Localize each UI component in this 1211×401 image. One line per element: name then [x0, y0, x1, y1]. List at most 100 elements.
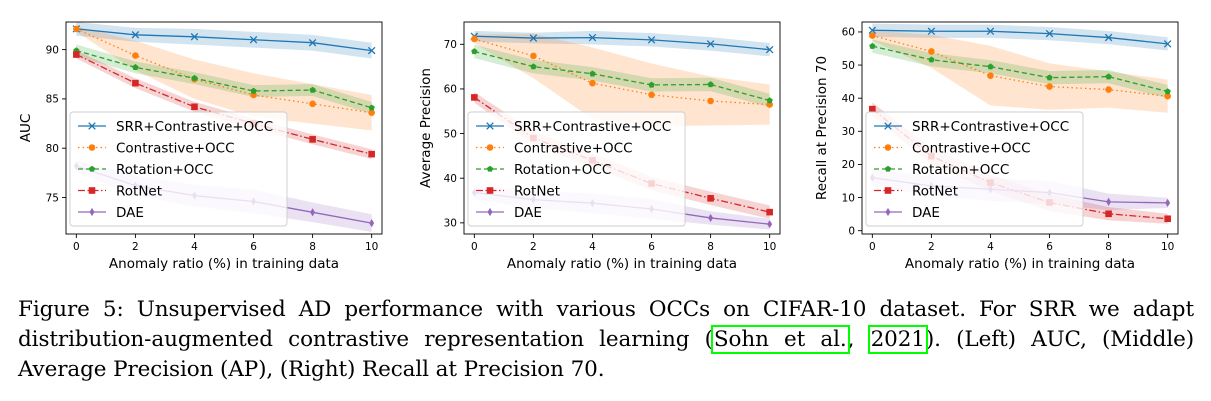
- series-line-0: [474, 35, 770, 51]
- data-point-4-4: [1106, 197, 1112, 206]
- data-point-0-3: [647, 36, 656, 44]
- legend-marker-4: [89, 207, 95, 217]
- y-tick-label: 50: [842, 60, 855, 72]
- data-point-3-5: [368, 150, 375, 158]
- x-axis-label: Anomaly ratio (%) in training data: [507, 256, 737, 272]
- data-point-3-0: [73, 51, 80, 58]
- data-point-0-2: [588, 33, 597, 42]
- x-tick-label: 0: [471, 241, 478, 253]
- y-tick-label: 60: [444, 84, 457, 96]
- confidence-band-1: [76, 25, 372, 131]
- x-tick-label: 10: [365, 241, 378, 253]
- data-point-2-0: [471, 48, 478, 55]
- data-point-2-2: [589, 70, 596, 77]
- chart-panel-3: 0 2 4 6 8 10 0 10 20 30 40 50 60 Anomaly ratio (%) in…: [814, 21, 1179, 272]
- legend-label-4: DAE: [116, 205, 144, 221]
- data-point-2-5: [1164, 88, 1171, 95]
- data-point-2-1: [530, 63, 537, 70]
- data-point-4-5: [1165, 198, 1171, 207]
- legend-marker-3: [884, 187, 892, 194]
- x-tick-label: 10: [1161, 241, 1174, 253]
- y-tick-label: 50: [444, 128, 457, 140]
- legend-label-2: Rotation+OCC: [514, 162, 611, 178]
- x-tick-label: 8: [309, 241, 316, 253]
- data-point-4-4: [708, 213, 714, 223]
- legend-marker-2: [884, 165, 892, 172]
- legend-label-0: SRR+Contrastive+OCC: [912, 119, 1069, 135]
- data-point-1-5: [368, 109, 375, 117]
- y-tick-label: 0: [848, 225, 855, 237]
- data-point-1-0: [73, 25, 80, 33]
- x-tick-label: 8: [1105, 241, 1112, 253]
- x-tick-label: 6: [648, 241, 655, 253]
- x-tick-label: 2: [530, 241, 537, 253]
- data-point-4-5: [767, 220, 773, 229]
- data-point-1-3: [648, 91, 655, 99]
- data-point-3-5: [1164, 215, 1171, 223]
- legend-marker-1: [88, 144, 96, 151]
- data-point-0-5: [765, 45, 774, 54]
- data-point-1-1: [928, 48, 935, 55]
- axes-frame: [861, 21, 1179, 235]
- citation-link-year[interactable]: 2021: [867, 325, 928, 354]
- data-point-0-5: [1163, 40, 1172, 48]
- x-tick-label: 6: [250, 241, 257, 253]
- data-point-1-1: [530, 52, 537, 60]
- confidence-band-2: [474, 44, 770, 108]
- data-point-0-4: [308, 38, 317, 47]
- legend-box: [467, 111, 686, 227]
- legend-label-3: RotNet: [116, 184, 162, 200]
- data-point-3-2: [191, 103, 198, 111]
- data-point-1-2: [589, 79, 596, 87]
- data-point-2-4: [309, 86, 316, 93]
- legend-box: [69, 111, 288, 227]
- legend-label-2: Rotation+OCC: [912, 162, 1009, 178]
- legend-label-4: DAE: [514, 205, 542, 221]
- legend-box: [865, 111, 1084, 227]
- legend-marker-3: [486, 187, 494, 194]
- data-point-1-0: [471, 35, 478, 43]
- data-point-2-5: [766, 97, 773, 104]
- data-point-2-2: [191, 74, 198, 81]
- data-point-0-1: [131, 31, 140, 39]
- y-tick-label: 85: [46, 94, 59, 106]
- y-tick-label: 40: [842, 93, 855, 105]
- data-point-1-4: [309, 100, 316, 108]
- data-point-3-4: [707, 194, 714, 202]
- caption-text-prefix: Figure 5: Unsupervised AD performance wi…: [18, 297, 1194, 352]
- legend-marker-2: [486, 165, 494, 172]
- data-point-2-5: [368, 104, 375, 111]
- citation-link-author[interactable]: Sohn et al.: [710, 325, 850, 354]
- legend-label-3: RotNet: [514, 184, 560, 200]
- data-point-3-1: [132, 79, 139, 87]
- data-point-1-0: [869, 32, 876, 39]
- citation-separator: ,: [847, 327, 870, 352]
- series-line-3: [871, 108, 1168, 220]
- x-axis-label: Anomaly ratio (%) in training data: [109, 256, 339, 272]
- y-tick-label: 20: [842, 159, 855, 171]
- x-tick-label: 8: [707, 241, 714, 253]
- legend-label-0: SRR+Contrastive+OCC: [116, 119, 273, 135]
- series-line-1: [76, 28, 372, 114]
- data-point-3-0: [869, 105, 876, 113]
- y-tick-label: 30: [842, 126, 855, 138]
- x-tick-label: 6: [1046, 241, 1053, 253]
- caption-text-suffix: ). (Left) AUC, (Middle) Average Precisio…: [18, 327, 1195, 382]
- confidence-band-3: [76, 50, 372, 160]
- legend-marker-2: [88, 165, 96, 172]
- data-point-4-5: [369, 219, 375, 228]
- data-point-2-3: [1046, 74, 1053, 81]
- data-point-0-2: [190, 33, 199, 41]
- axes-frame: [463, 21, 781, 235]
- data-point-0-4: [706, 40, 715, 48]
- data-point-3-0: [471, 94, 478, 101]
- legend-marker-1: [884, 144, 892, 151]
- series-line-2: [76, 49, 372, 109]
- data-point-2-1: [132, 64, 139, 71]
- x-tick-label: 4: [191, 241, 198, 253]
- x-tick-label: 2: [928, 241, 935, 253]
- legend-label-1: Contrastive+OCC: [912, 141, 1031, 157]
- data-point-0-3: [1045, 29, 1054, 38]
- y-tick-label: 30: [444, 218, 457, 230]
